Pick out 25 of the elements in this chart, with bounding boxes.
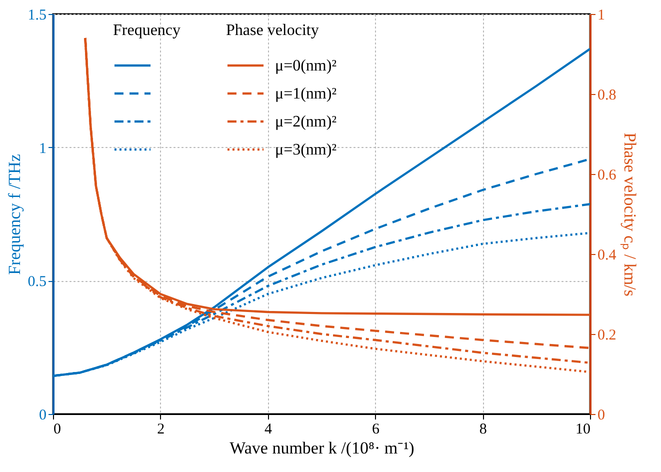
y-tick-label: 0.5 [28, 274, 46, 290]
y-tick-label: 0 [39, 408, 46, 424]
legend-label: μ=1(nm)² [275, 86, 337, 102]
y2-tick-label: 0.8 [598, 88, 616, 104]
y2-tick-label: 0.6 [598, 168, 617, 184]
annotation: Frequency [113, 22, 181, 39]
x-tick-label: 4 [264, 422, 273, 438]
y-tick-label: 1 [39, 140, 46, 157]
legend-label: μ=0(nm)² [275, 58, 337, 74]
x-tick-label: 0 [54, 422, 61, 438]
y2-tick-label: 0.2 [598, 328, 616, 344]
y2-tick-label: 1 [598, 8, 605, 24]
annotation: Phase velocity [226, 22, 319, 39]
x-tick-label: 6 [372, 422, 380, 438]
y-axis-title: Frequency f /THz [4, 154, 24, 275]
x-tick-label: 10 [576, 422, 590, 438]
y2-tick-label: 0 [598, 408, 605, 424]
x-tick-label: 2 [157, 422, 165, 438]
x-axis-title: Wave number k /(10⁸· m⁻¹) [230, 438, 414, 458]
y2-axis-title: Phase velocity cₚ / km/s [619, 132, 640, 296]
x-tick-label: 8 [479, 422, 487, 438]
legend-label: μ=3(nm)² [275, 142, 337, 158]
legend-label: μ=2(nm)² [275, 114, 337, 130]
y2-tick-label: 0.4 [598, 248, 617, 264]
y-tick-label: 1.5 [28, 8, 46, 24]
